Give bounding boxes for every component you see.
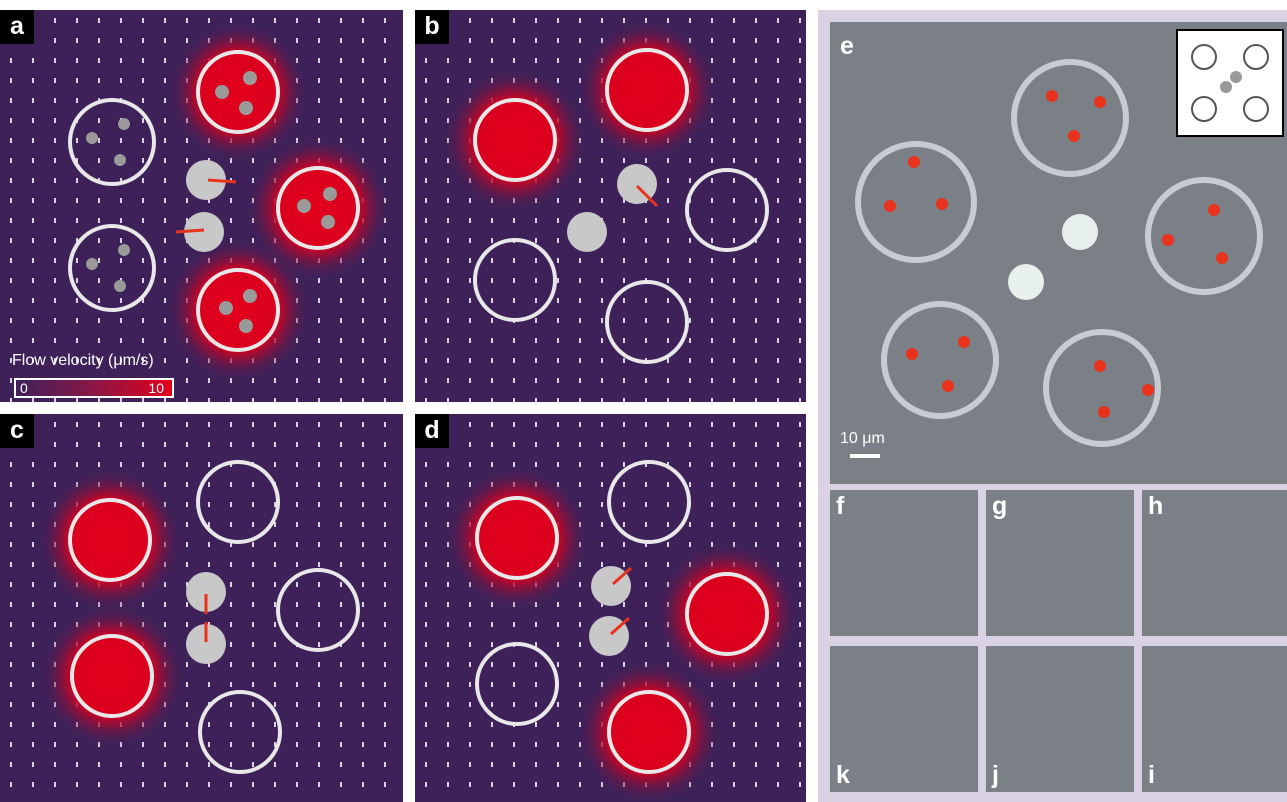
scale-bar-line bbox=[850, 454, 880, 458]
colorbar-min: 0 bbox=[20, 380, 28, 396]
panel-j-label: j bbox=[992, 761, 999, 789]
scale-bar-label: 10 μm bbox=[840, 430, 885, 447]
panel-c: c bbox=[0, 414, 403, 802]
colorbar-max: 10 bbox=[148, 380, 164, 396]
colorbar-title: Flow velocity (μm/s) bbox=[12, 352, 154, 369]
panel-h: h bbox=[1142, 490, 1287, 636]
panel-k-label: k bbox=[836, 761, 850, 789]
colorbar-legend: Flow velocity (μm/s) 0 10 bbox=[6, 350, 176, 402]
panel-f: f bbox=[830, 490, 978, 636]
panel-e-label: e bbox=[840, 32, 854, 60]
panel-a: a Flow velocity (μm/s) 0 10 bbox=[0, 10, 403, 402]
panel-j: j bbox=[986, 646, 1134, 792]
panel-a-label: a bbox=[0, 10, 34, 44]
scale-bar: 10 μm bbox=[840, 430, 885, 458]
panel-f-label: f bbox=[836, 492, 845, 520]
panel-k: k bbox=[830, 646, 978, 792]
panel-c-flow-map bbox=[0, 414, 403, 802]
inset-schematic bbox=[1176, 29, 1284, 137]
panel-c-label: c bbox=[0, 414, 34, 448]
panel-g-label: g bbox=[992, 492, 1008, 520]
colorbar bbox=[14, 378, 174, 398]
panel-h-label: h bbox=[1148, 492, 1164, 520]
panel-b-flow-map bbox=[415, 10, 806, 402]
panel-d-label: d bbox=[415, 414, 449, 448]
panel-g: g bbox=[986, 490, 1134, 636]
panel-b: b bbox=[415, 10, 806, 402]
panel-a-flow-map bbox=[0, 10, 403, 402]
panel-i-label: i bbox=[1148, 761, 1155, 789]
panel-i: i bbox=[1142, 646, 1287, 792]
panel-d-flow-map bbox=[415, 414, 806, 802]
panel-e: e 10 μm bbox=[830, 22, 1287, 484]
panel-d: d bbox=[415, 414, 806, 802]
panel-e-micrograph bbox=[855, 59, 1263, 447]
panel-b-label: b bbox=[415, 10, 449, 44]
